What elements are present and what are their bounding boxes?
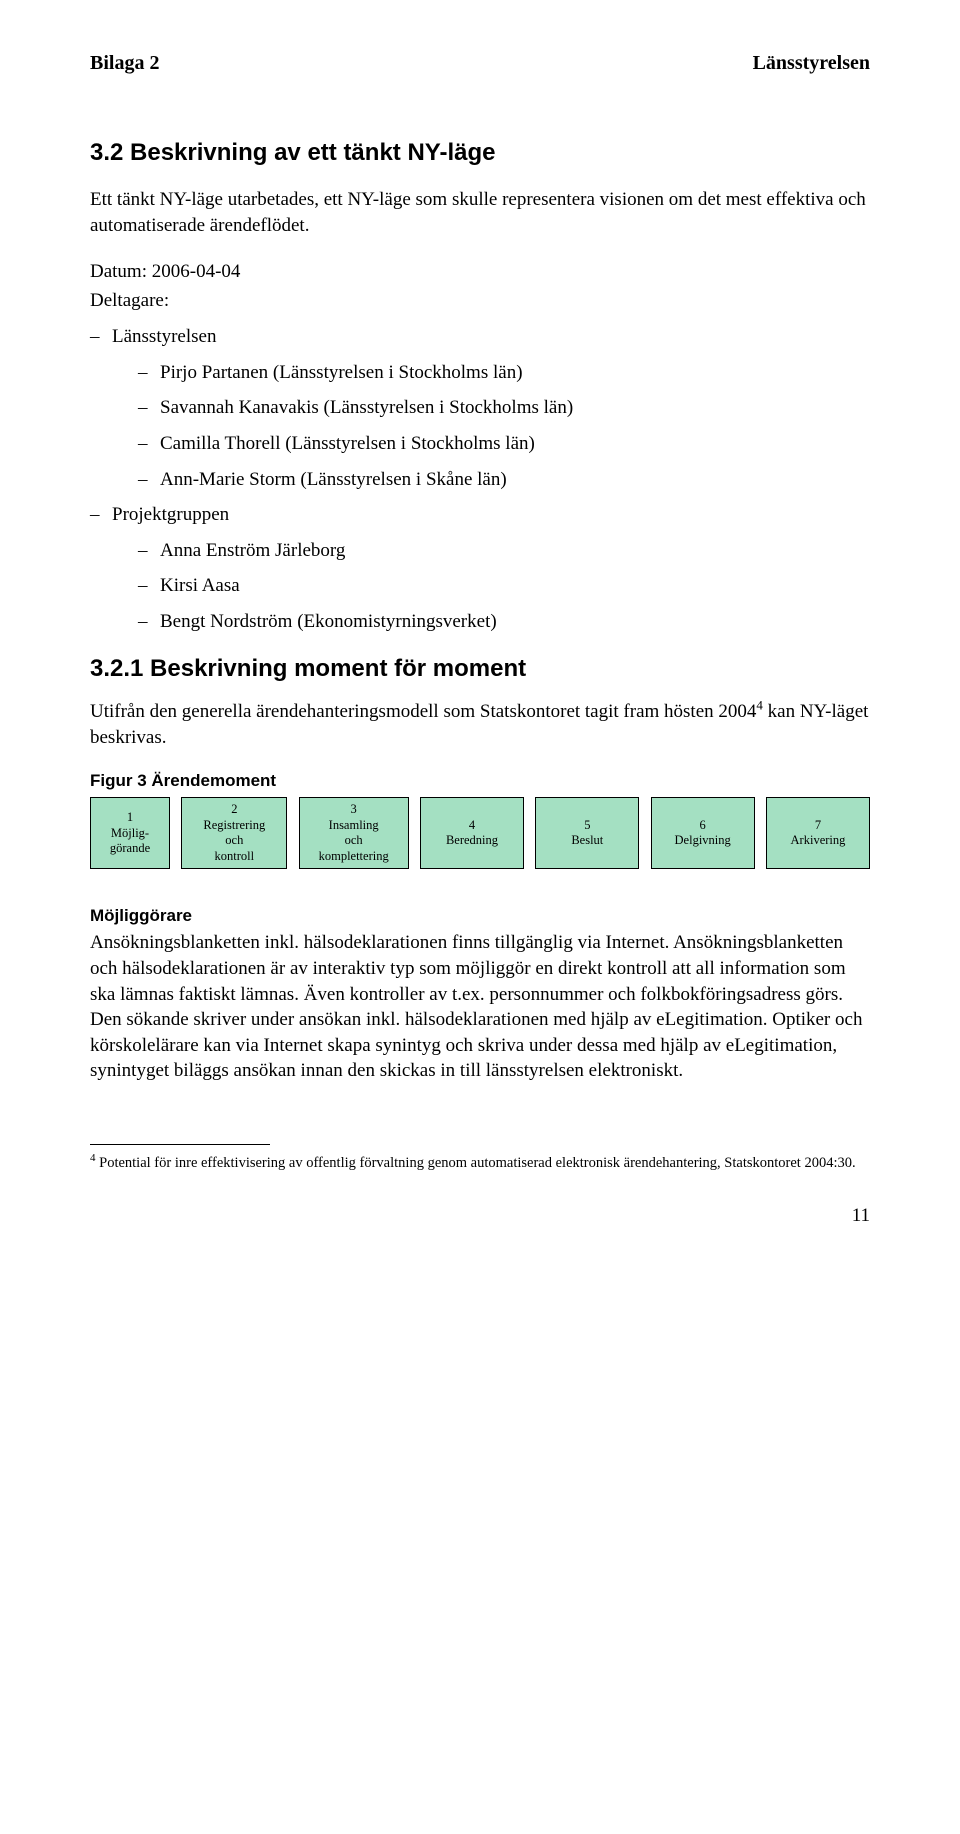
intro-pre: Utifrån den generella ärendehanteringsmo… (90, 701, 756, 722)
participants-line: Deltagare: (90, 288, 870, 314)
flow-step-label: Delgivning (675, 833, 731, 849)
flow-step-3: 3Insamlingochkomplettering (299, 797, 409, 869)
flow-step-4: 4Beredning (420, 797, 524, 869)
header-left: Bilaga 2 (90, 50, 159, 77)
mojliggorare-text: Ansökningsblanketten inkl. hälsodeklarat… (90, 930, 870, 1084)
page-number: 11 (90, 1203, 870, 1229)
page-header: Bilaga 2 Länsstyrelsen (90, 50, 870, 77)
flow-step-6: 6Delgivning (651, 797, 755, 869)
heading-3-2: 3.2 Beskrivning av ett tänkt NY-läge (90, 137, 870, 169)
intro-3-2-1: Utifrån den generella ärendehanteringsmo… (90, 699, 870, 750)
footnote-4: 4 Potential för inre effektivisering av … (90, 1151, 870, 1173)
footnote-text: Potential för inre effektivisering av of… (96, 1155, 856, 1171)
figure-3-caption: Figur 3 Ärendemoment (90, 770, 870, 793)
sub-list: Anna Enström Järleborg Kirsi Aasa Bengt No… (138, 538, 870, 635)
flow-step-label: Insamlingochkomplettering (319, 818, 389, 865)
mojliggorare-heading: Möjliggörare (90, 905, 870, 928)
flow-step-2: 2Registreringochkontroll (181, 797, 287, 869)
flow-step-5: 5Beslut (535, 797, 639, 869)
flow-step-7: 7Arkivering (766, 797, 870, 869)
list-item: Pirjo Partanen (Länsstyrelsen i Stockhol… (138, 360, 870, 386)
heading-3-2-1: 3.2.1 Beskrivning moment för moment (90, 653, 870, 685)
flow-step-number: 3 (351, 802, 357, 818)
list-item: ProjektgruppenAnna Enström JärleborgKirs… (90, 502, 870, 635)
list-item: LänsstyrelsenPirjo Partanen (Länsstyrels… (90, 324, 870, 492)
figure-3-flow: 1Möjlig-görande2Registreringochkontroll3… (90, 797, 870, 869)
sub-list: Pirjo Partanen (Länsstyrelsen i Stockhol… (138, 360, 870, 493)
list-item: Ann-Marie Storm (Länsstyrelsen i Skåne l… (138, 467, 870, 493)
flow-step-label: Registreringochkontroll (203, 818, 265, 865)
flow-step-label: Beredning (446, 833, 498, 849)
date-line: Datum: 2006-04-04 (90, 259, 870, 285)
participants-list: LänsstyrelsenPirjo Partanen (Länsstyrels… (90, 324, 870, 635)
list-item: Kirsi Aasa (138, 573, 870, 599)
list-item: Bengt Nordström (Ekonomistyrningsverket) (138, 609, 870, 635)
flow-step-label: Arkivering (791, 833, 846, 849)
flow-step-label: Möjlig-görande (110, 826, 150, 857)
list-item: Anna Enström Järleborg (138, 538, 870, 564)
flow-step-number: 4 (469, 818, 475, 834)
flow-step-number: 2 (231, 802, 237, 818)
flow-step-number: 6 (700, 818, 706, 834)
flow-step-1: 1Möjlig-görande (90, 797, 170, 869)
flow-step-label: Beslut (571, 833, 603, 849)
flow-step-number: 5 (584, 818, 590, 834)
intro-3-2: Ett tänkt NY-läge utarbetades, ett NY-lä… (90, 187, 870, 238)
list-item: Savannah Kanavakis (Länsstyrelsen i Stoc… (138, 395, 870, 421)
flow-step-number: 7 (815, 818, 821, 834)
header-right: Länsstyrelsen (753, 50, 870, 77)
list-item: Camilla Thorell (Länsstyrelsen i Stockho… (138, 431, 870, 457)
flow-step-number: 1 (127, 810, 133, 826)
footnote-separator (90, 1144, 270, 1145)
